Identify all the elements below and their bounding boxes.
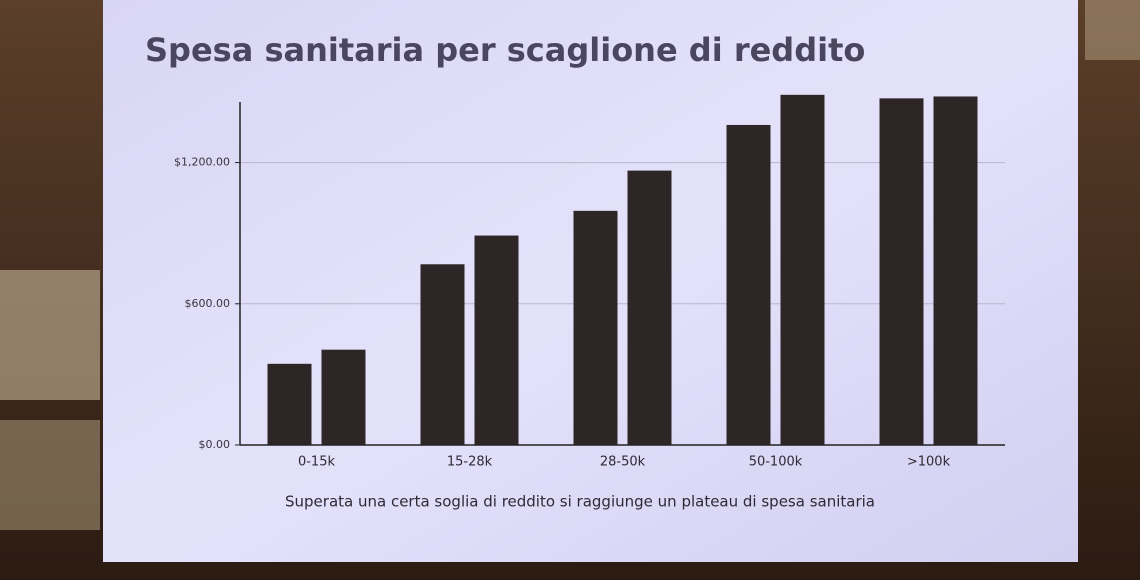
x-tick-label: >100k xyxy=(907,455,951,470)
chart-title: Spesa sanitaria per scaglione di reddito xyxy=(145,31,865,69)
bar xyxy=(933,96,978,445)
x-tick-label: 50-100k xyxy=(749,455,803,470)
bar xyxy=(474,235,519,445)
bar xyxy=(726,124,771,446)
books xyxy=(0,420,100,530)
x-tick-label: 28-50k xyxy=(600,455,646,470)
bar xyxy=(780,94,825,445)
y-tick-label: $600.00 xyxy=(185,297,231,310)
books xyxy=(1085,0,1140,60)
x-tick-label: 15-28k xyxy=(447,455,493,470)
bar xyxy=(879,98,924,445)
bar xyxy=(627,170,672,446)
y-tick-label: $0.00 xyxy=(199,438,231,451)
bar xyxy=(321,349,366,445)
bar xyxy=(267,363,312,445)
y-tick-label: $1,200.00 xyxy=(174,156,230,169)
x-tick-label: 0-15k xyxy=(298,455,336,470)
bar xyxy=(573,210,618,445)
plot: $0.00 $600.00 $1,200.00 0-15k 15-28k 28-50k 50… xyxy=(174,94,1005,470)
caption: Superata una certa soglia di reddito si … xyxy=(285,493,875,511)
bar xyxy=(420,264,465,445)
books xyxy=(0,270,100,400)
